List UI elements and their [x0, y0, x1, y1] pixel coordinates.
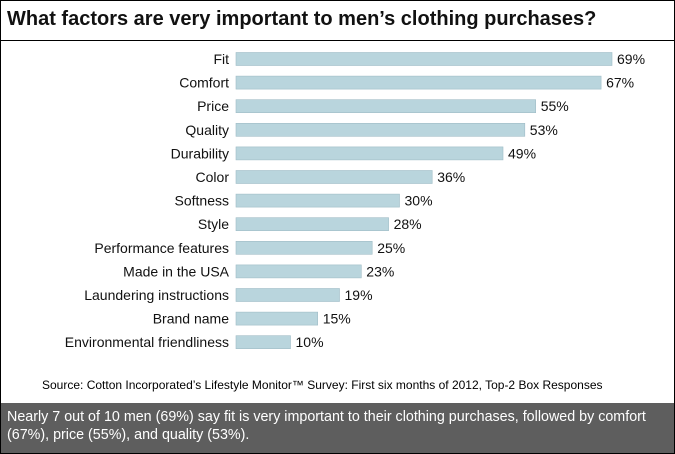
category-label: Style: [198, 216, 229, 232]
category-label: Brand name: [153, 311, 229, 327]
category-label: Durability: [171, 145, 229, 161]
bar-style: [235, 217, 389, 231]
bar-made-in-the-usa: [235, 264, 362, 279]
category-label: Fit: [213, 51, 229, 67]
bar-chart: Fit 69% Comfort 67% Price 55% Quality 53% Durabi…: [65, 51, 645, 350]
bar-brand-name: [235, 311, 318, 326]
bar-quality: [235, 123, 526, 137]
category-label: Comfort: [179, 75, 229, 91]
value-label: 30%: [405, 193, 433, 209]
bar-softness: [235, 193, 400, 208]
category-label: Performance features: [94, 240, 229, 256]
chart-title: What factors are very important to men’s…: [7, 8, 597, 30]
summary-text: Nearly 7 out of 10 men (69%) say fit is …: [7, 409, 646, 443]
value-label: 19%: [345, 287, 373, 303]
bar-fit: [235, 52, 613, 66]
category-label: Made in the USA: [123, 263, 229, 279]
value-label: 23%: [366, 263, 394, 279]
value-label: 53%: [530, 122, 558, 138]
category-label: Laundering instructions: [84, 287, 229, 303]
value-label: 28%: [394, 216, 422, 232]
value-label: 36%: [437, 169, 465, 185]
bar-price: [235, 99, 537, 114]
value-label: 67%: [606, 75, 634, 91]
bar-environmental-friendliness: [235, 335, 291, 350]
bar-durability: [235, 146, 504, 161]
category-label: Softness: [175, 193, 229, 209]
bar-performance-features: [235, 241, 373, 255]
summary-box: Nearly 7 out of 10 men (69%) say fit is …: [1, 403, 674, 453]
category-label: Environmental friendliness: [65, 334, 229, 350]
value-label: 25%: [377, 240, 405, 256]
value-label: 15%: [323, 311, 351, 327]
value-label: 10%: [296, 334, 324, 350]
bar-comfort: [235, 75, 602, 90]
value-label: 69%: [617, 51, 645, 67]
category-label: Quality: [185, 122, 229, 138]
bar-laundering-instructions: [235, 288, 340, 302]
category-label: Price: [197, 98, 229, 114]
value-label: 49%: [508, 145, 536, 161]
value-label: 55%: [541, 98, 569, 114]
category-label: Color: [196, 169, 230, 185]
bar-color: [235, 170, 433, 184]
title-divider: [1, 40, 674, 41]
source-note: Source: Cotton Incorporated’s Lifestyle …: [42, 378, 603, 392]
